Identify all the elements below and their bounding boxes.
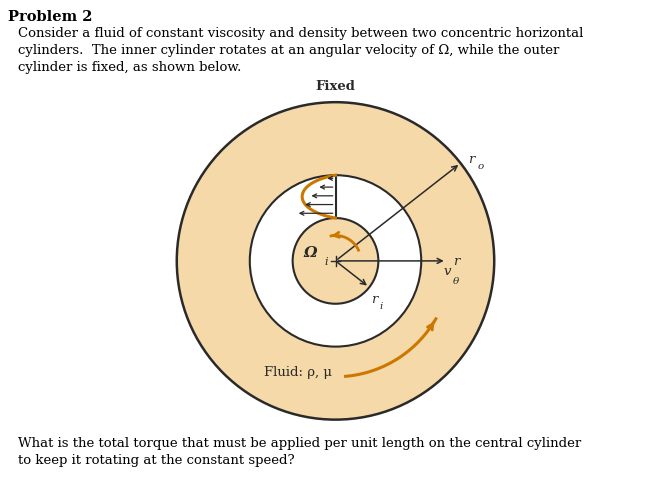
Text: θ: θ bbox=[453, 276, 459, 286]
Text: Ω: Ω bbox=[304, 246, 317, 259]
Text: to keep it rotating at the constant speed?: to keep it rotating at the constant spee… bbox=[18, 453, 295, 466]
Text: Fixed: Fixed bbox=[315, 80, 356, 93]
Circle shape bbox=[250, 176, 421, 347]
Text: i: i bbox=[324, 257, 328, 267]
Text: Fluid: ρ, μ: Fluid: ρ, μ bbox=[264, 365, 332, 378]
Text: i: i bbox=[380, 302, 383, 310]
Circle shape bbox=[293, 219, 378, 304]
Text: cylinders.  The inner cylinder rotates at an angular velocity of Ω, while the ou: cylinders. The inner cylinder rotates at… bbox=[18, 44, 560, 57]
Text: Consider a fluid of constant viscosity and density between two concentric horizo: Consider a fluid of constant viscosity a… bbox=[18, 27, 583, 40]
Text: r: r bbox=[453, 255, 460, 268]
Text: r: r bbox=[468, 152, 475, 165]
Text: cylinder is fixed, as shown below.: cylinder is fixed, as shown below. bbox=[18, 61, 242, 74]
Text: r: r bbox=[371, 292, 377, 305]
Text: v: v bbox=[444, 264, 451, 277]
Circle shape bbox=[176, 103, 495, 420]
Text: o: o bbox=[478, 162, 484, 170]
Text: What is the total torque that must be applied per unit length on the central cyl: What is the total torque that must be ap… bbox=[18, 436, 581, 449]
Text: Problem 2: Problem 2 bbox=[8, 10, 93, 24]
